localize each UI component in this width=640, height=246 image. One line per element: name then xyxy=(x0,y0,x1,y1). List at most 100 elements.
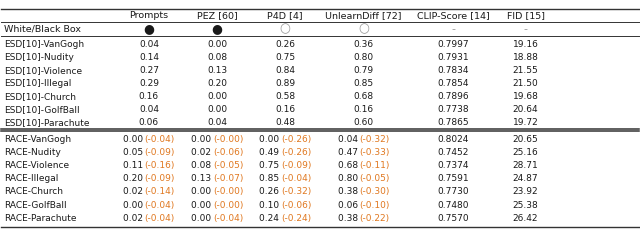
Text: -: - xyxy=(451,24,455,34)
Text: ●: ● xyxy=(143,23,154,35)
Text: White/Black Box: White/Black Box xyxy=(4,25,81,33)
Text: RACE-VanGogh: RACE-VanGogh xyxy=(4,135,71,144)
Text: 0.02: 0.02 xyxy=(191,148,214,157)
Text: 0.13: 0.13 xyxy=(207,66,227,75)
Text: 0.84: 0.84 xyxy=(275,66,295,75)
Text: 0.79: 0.79 xyxy=(353,66,374,75)
Text: RACE-Violence: RACE-Violence xyxy=(4,161,69,170)
Text: 0.7480: 0.7480 xyxy=(437,200,469,210)
Text: (-0.09): (-0.09) xyxy=(145,174,175,183)
Text: 0.47: 0.47 xyxy=(338,148,360,157)
Text: 0.7570: 0.7570 xyxy=(437,214,469,223)
Text: 0.85: 0.85 xyxy=(259,174,282,183)
Text: ●: ● xyxy=(212,23,223,35)
Text: 0.26: 0.26 xyxy=(259,187,282,196)
Text: 0.16: 0.16 xyxy=(275,105,295,114)
Text: 0.49: 0.49 xyxy=(259,148,282,157)
Text: 0.36: 0.36 xyxy=(353,40,374,49)
Text: 28.71: 28.71 xyxy=(513,161,538,170)
Text: 0.7865: 0.7865 xyxy=(437,119,469,127)
Text: 0.00: 0.00 xyxy=(191,187,214,196)
Text: 0.60: 0.60 xyxy=(353,119,374,127)
Text: (-0.00): (-0.00) xyxy=(212,135,243,144)
Text: 0.75: 0.75 xyxy=(259,161,282,170)
Text: ESD[10]-GolfBall: ESD[10]-GolfBall xyxy=(4,105,79,114)
Text: -: - xyxy=(524,24,527,34)
Text: 0.7452: 0.7452 xyxy=(438,148,469,157)
Text: 25.16: 25.16 xyxy=(513,148,538,157)
Text: ESD[10]-Parachute: ESD[10]-Parachute xyxy=(4,119,90,127)
Text: 0.7896: 0.7896 xyxy=(437,92,469,101)
Text: (-0.26): (-0.26) xyxy=(281,135,311,144)
Text: (-0.14): (-0.14) xyxy=(145,187,175,196)
Text: 0.04: 0.04 xyxy=(338,135,360,144)
Text: 20.64: 20.64 xyxy=(513,105,538,114)
Text: 0.00: 0.00 xyxy=(123,135,146,144)
Text: 0.14: 0.14 xyxy=(139,53,159,62)
Text: 23.92: 23.92 xyxy=(513,187,538,196)
Text: 20.65: 20.65 xyxy=(513,135,538,144)
Text: (-0.00): (-0.00) xyxy=(212,187,243,196)
Text: (-0.22): (-0.22) xyxy=(359,214,390,223)
Text: 0.80: 0.80 xyxy=(353,53,374,62)
Text: 0.05: 0.05 xyxy=(123,148,146,157)
Text: ESD[10]-Church: ESD[10]-Church xyxy=(4,92,76,101)
Text: (-0.06): (-0.06) xyxy=(212,148,243,157)
Text: 0.08: 0.08 xyxy=(191,161,214,170)
Text: 0.89: 0.89 xyxy=(275,79,295,88)
Text: 0.7374: 0.7374 xyxy=(437,161,469,170)
Text: 0.00: 0.00 xyxy=(191,200,214,210)
Text: ESD[10]-Illegal: ESD[10]-Illegal xyxy=(4,79,71,88)
Text: Prompts: Prompts xyxy=(129,11,168,20)
Text: 0.16: 0.16 xyxy=(139,92,159,101)
Text: RACE-Parachute: RACE-Parachute xyxy=(4,214,76,223)
Text: (-0.09): (-0.09) xyxy=(145,148,175,157)
Text: 0.7730: 0.7730 xyxy=(437,187,469,196)
Text: 0.00: 0.00 xyxy=(191,135,214,144)
Text: (-0.26): (-0.26) xyxy=(281,148,311,157)
Text: (-0.04): (-0.04) xyxy=(145,214,175,223)
Text: 0.29: 0.29 xyxy=(139,79,159,88)
Text: 0.48: 0.48 xyxy=(275,119,295,127)
Text: 0.00: 0.00 xyxy=(191,214,214,223)
Text: (-0.33): (-0.33) xyxy=(359,148,390,157)
Text: RACE-GolfBall: RACE-GolfBall xyxy=(4,200,67,210)
Text: ESD[10]-VanGogh: ESD[10]-VanGogh xyxy=(4,40,84,49)
Text: 0.02: 0.02 xyxy=(123,187,146,196)
Text: 26.42: 26.42 xyxy=(513,214,538,223)
Text: (-0.32): (-0.32) xyxy=(281,187,311,196)
Text: (-0.07): (-0.07) xyxy=(212,174,243,183)
Text: 0.7931: 0.7931 xyxy=(437,53,469,62)
Text: (-0.04): (-0.04) xyxy=(145,135,175,144)
Text: 0.20: 0.20 xyxy=(123,174,146,183)
Text: 0.13: 0.13 xyxy=(191,174,214,183)
Text: (-0.00): (-0.00) xyxy=(212,200,243,210)
Text: (-0.06): (-0.06) xyxy=(281,200,311,210)
Text: P4D [4]: P4D [4] xyxy=(268,11,303,20)
Text: 19.16: 19.16 xyxy=(513,40,538,49)
Text: 0.10: 0.10 xyxy=(259,200,282,210)
Text: 0.58: 0.58 xyxy=(275,92,295,101)
Text: (-0.05): (-0.05) xyxy=(359,174,390,183)
Text: 0.38: 0.38 xyxy=(338,214,361,223)
Text: 0.04: 0.04 xyxy=(207,119,227,127)
Text: ○: ○ xyxy=(280,23,291,35)
Text: RACE-Nudity: RACE-Nudity xyxy=(4,148,61,157)
Text: (-0.04): (-0.04) xyxy=(145,200,175,210)
Text: 0.00: 0.00 xyxy=(207,105,227,114)
Text: UnlearnDiff [72]: UnlearnDiff [72] xyxy=(325,11,402,20)
Text: (-0.09): (-0.09) xyxy=(281,161,311,170)
Text: 0.11: 0.11 xyxy=(123,161,146,170)
Text: 0.8024: 0.8024 xyxy=(438,135,469,144)
Text: 0.00: 0.00 xyxy=(207,40,227,49)
Text: 0.06: 0.06 xyxy=(139,119,159,127)
Text: 21.50: 21.50 xyxy=(513,79,538,88)
Text: 0.04: 0.04 xyxy=(139,105,159,114)
Text: (-0.04): (-0.04) xyxy=(212,214,243,223)
Text: 0.7854: 0.7854 xyxy=(437,79,469,88)
Text: (-0.10): (-0.10) xyxy=(359,200,390,210)
Text: 0.7834: 0.7834 xyxy=(437,66,469,75)
Text: 0.04: 0.04 xyxy=(139,40,159,49)
Text: (-0.24): (-0.24) xyxy=(281,214,311,223)
Text: 0.75: 0.75 xyxy=(275,53,295,62)
